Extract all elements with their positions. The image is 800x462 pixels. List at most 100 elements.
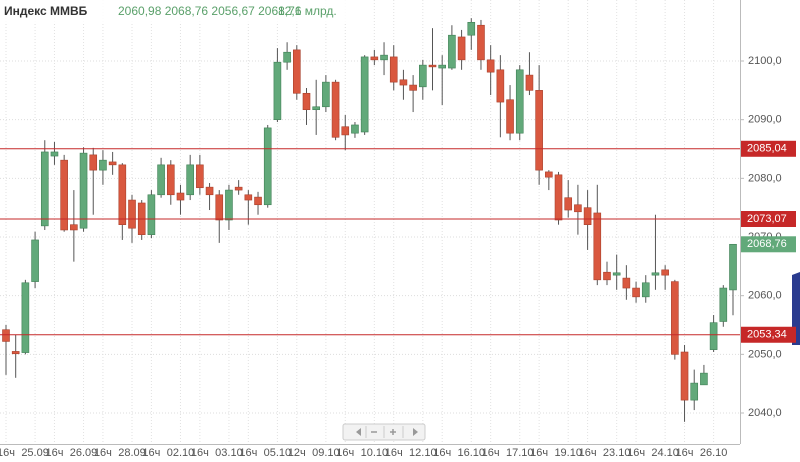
candle-body: [351, 124, 359, 134]
candle-body: [40, 151, 49, 227]
ohlc-text: 2060,98 2068,76 2056,67 2068,76: [118, 4, 302, 18]
candle-body: [99, 159, 107, 171]
candle-body: [331, 81, 340, 138]
candle-body: [157, 164, 165, 196]
candle-body: [419, 64, 427, 88]
x-tick-label: 16ч: [579, 447, 597, 459]
candle-body: [535, 90, 543, 171]
candle-body: [661, 269, 669, 276]
candle-body: [128, 199, 136, 229]
level-label: 2085,04: [747, 143, 787, 155]
candle-body: [70, 224, 78, 231]
candle-body: [680, 351, 689, 401]
candle-body: [2, 329, 10, 342]
candle-body: [583, 207, 592, 225]
level-label: 2053,34: [747, 329, 787, 341]
x-tick-label: 10.10: [361, 447, 389, 459]
x-tick-label: 28.09: [118, 447, 146, 459]
candle-body: [574, 204, 582, 213]
candle-body: [118, 164, 127, 225]
header-bg: [0, 0, 370, 22]
candle-body: [263, 127, 272, 206]
x-tick-label: 16ч: [142, 447, 160, 459]
x-tick-label: 16ч: [627, 447, 645, 459]
last-price-bg: [741, 236, 796, 253]
x-tick-label: 16ч: [676, 447, 694, 459]
candle-body: [79, 152, 88, 229]
candle-body: [273, 61, 282, 120]
x-tick-label: 19.10: [554, 447, 582, 459]
level-label-bg: [741, 211, 796, 228]
candle-body: [428, 64, 437, 68]
candle-body: [89, 154, 98, 171]
candle-body: [234, 186, 243, 191]
candle-body: [196, 164, 204, 189]
candle-body: [564, 197, 573, 211]
x-tick-label: 16ч: [239, 447, 257, 459]
candle-body: [380, 54, 388, 61]
x-tick-label: 16ч: [482, 447, 500, 459]
candle-body: [389, 56, 398, 83]
candle-body: [545, 171, 553, 178]
candle-body: [467, 21, 476, 36]
x-tick-label: 25.09: [21, 447, 49, 459]
nav-left[interactable]: [356, 428, 361, 436]
candle-body: [292, 49, 301, 94]
x-tick-label: 26.10: [700, 447, 728, 459]
x-tick-label: 12ч: [288, 447, 306, 459]
x-tick-label: 26.09: [70, 447, 98, 459]
candle-body: [108, 161, 117, 166]
candle-body: [525, 74, 534, 91]
candle-body: [254, 196, 262, 206]
candle-body: [166, 164, 175, 196]
candle-body: [360, 56, 369, 133]
candle-body: [205, 186, 214, 196]
last-price-label: 2068,76: [747, 238, 787, 250]
x-tick-label: 16ч: [94, 447, 112, 459]
x-tick-label: 16ч: [191, 447, 209, 459]
candle-body: [312, 106, 320, 111]
x-tick-label: 03.10: [215, 447, 243, 459]
candle-body: [438, 64, 447, 69]
candle-body: [690, 382, 699, 401]
candle-body: [225, 189, 233, 221]
candle-body: [671, 281, 679, 355]
y-tick-label: 2050,0: [748, 348, 782, 360]
level-label-bg: [741, 140, 796, 157]
y-tick-label: 2090,0: [748, 114, 782, 126]
candle-body: [729, 243, 737, 291]
y-tick-label: 2100,0: [748, 55, 782, 67]
candle-body: [496, 69, 505, 103]
candle-body: [244, 194, 253, 201]
y-tick-label: 2060,0: [748, 290, 782, 302]
candle-body: [341, 126, 350, 136]
x-tick-label: 23.10: [603, 447, 631, 459]
nav-zoom-in[interactable]: [390, 429, 396, 435]
side-icon: [792, 272, 800, 345]
x-tick-label: 17.10: [506, 447, 534, 459]
nav-buttons: [342, 423, 426, 441]
candle-body: [700, 372, 708, 386]
candle-body: [147, 194, 156, 235]
candle-body: [409, 84, 417, 91]
volume-text: 12,1 млрд.: [278, 4, 337, 18]
x-tick-label: 12.10: [409, 447, 437, 459]
x-tick-label: 16ч: [336, 447, 354, 459]
candle-body: [603, 271, 611, 281]
candle-body: [593, 212, 602, 281]
y-tick-label: 2080,0: [748, 172, 782, 184]
x-tick-label: 16ч: [45, 447, 63, 459]
level-label: 2073,07: [747, 213, 787, 225]
candle-body: [554, 174, 563, 221]
candle-body: [506, 99, 514, 134]
candle-body: [612, 272, 621, 276]
candle-body: [486, 59, 495, 73]
candle-body: [283, 51, 291, 63]
candle-body: [370, 56, 379, 61]
candle-body: [215, 194, 224, 221]
x-tick-label: 16ч: [530, 447, 548, 459]
y-tick-label: 2040,0: [748, 407, 782, 419]
nav-right[interactable]: [413, 428, 418, 436]
